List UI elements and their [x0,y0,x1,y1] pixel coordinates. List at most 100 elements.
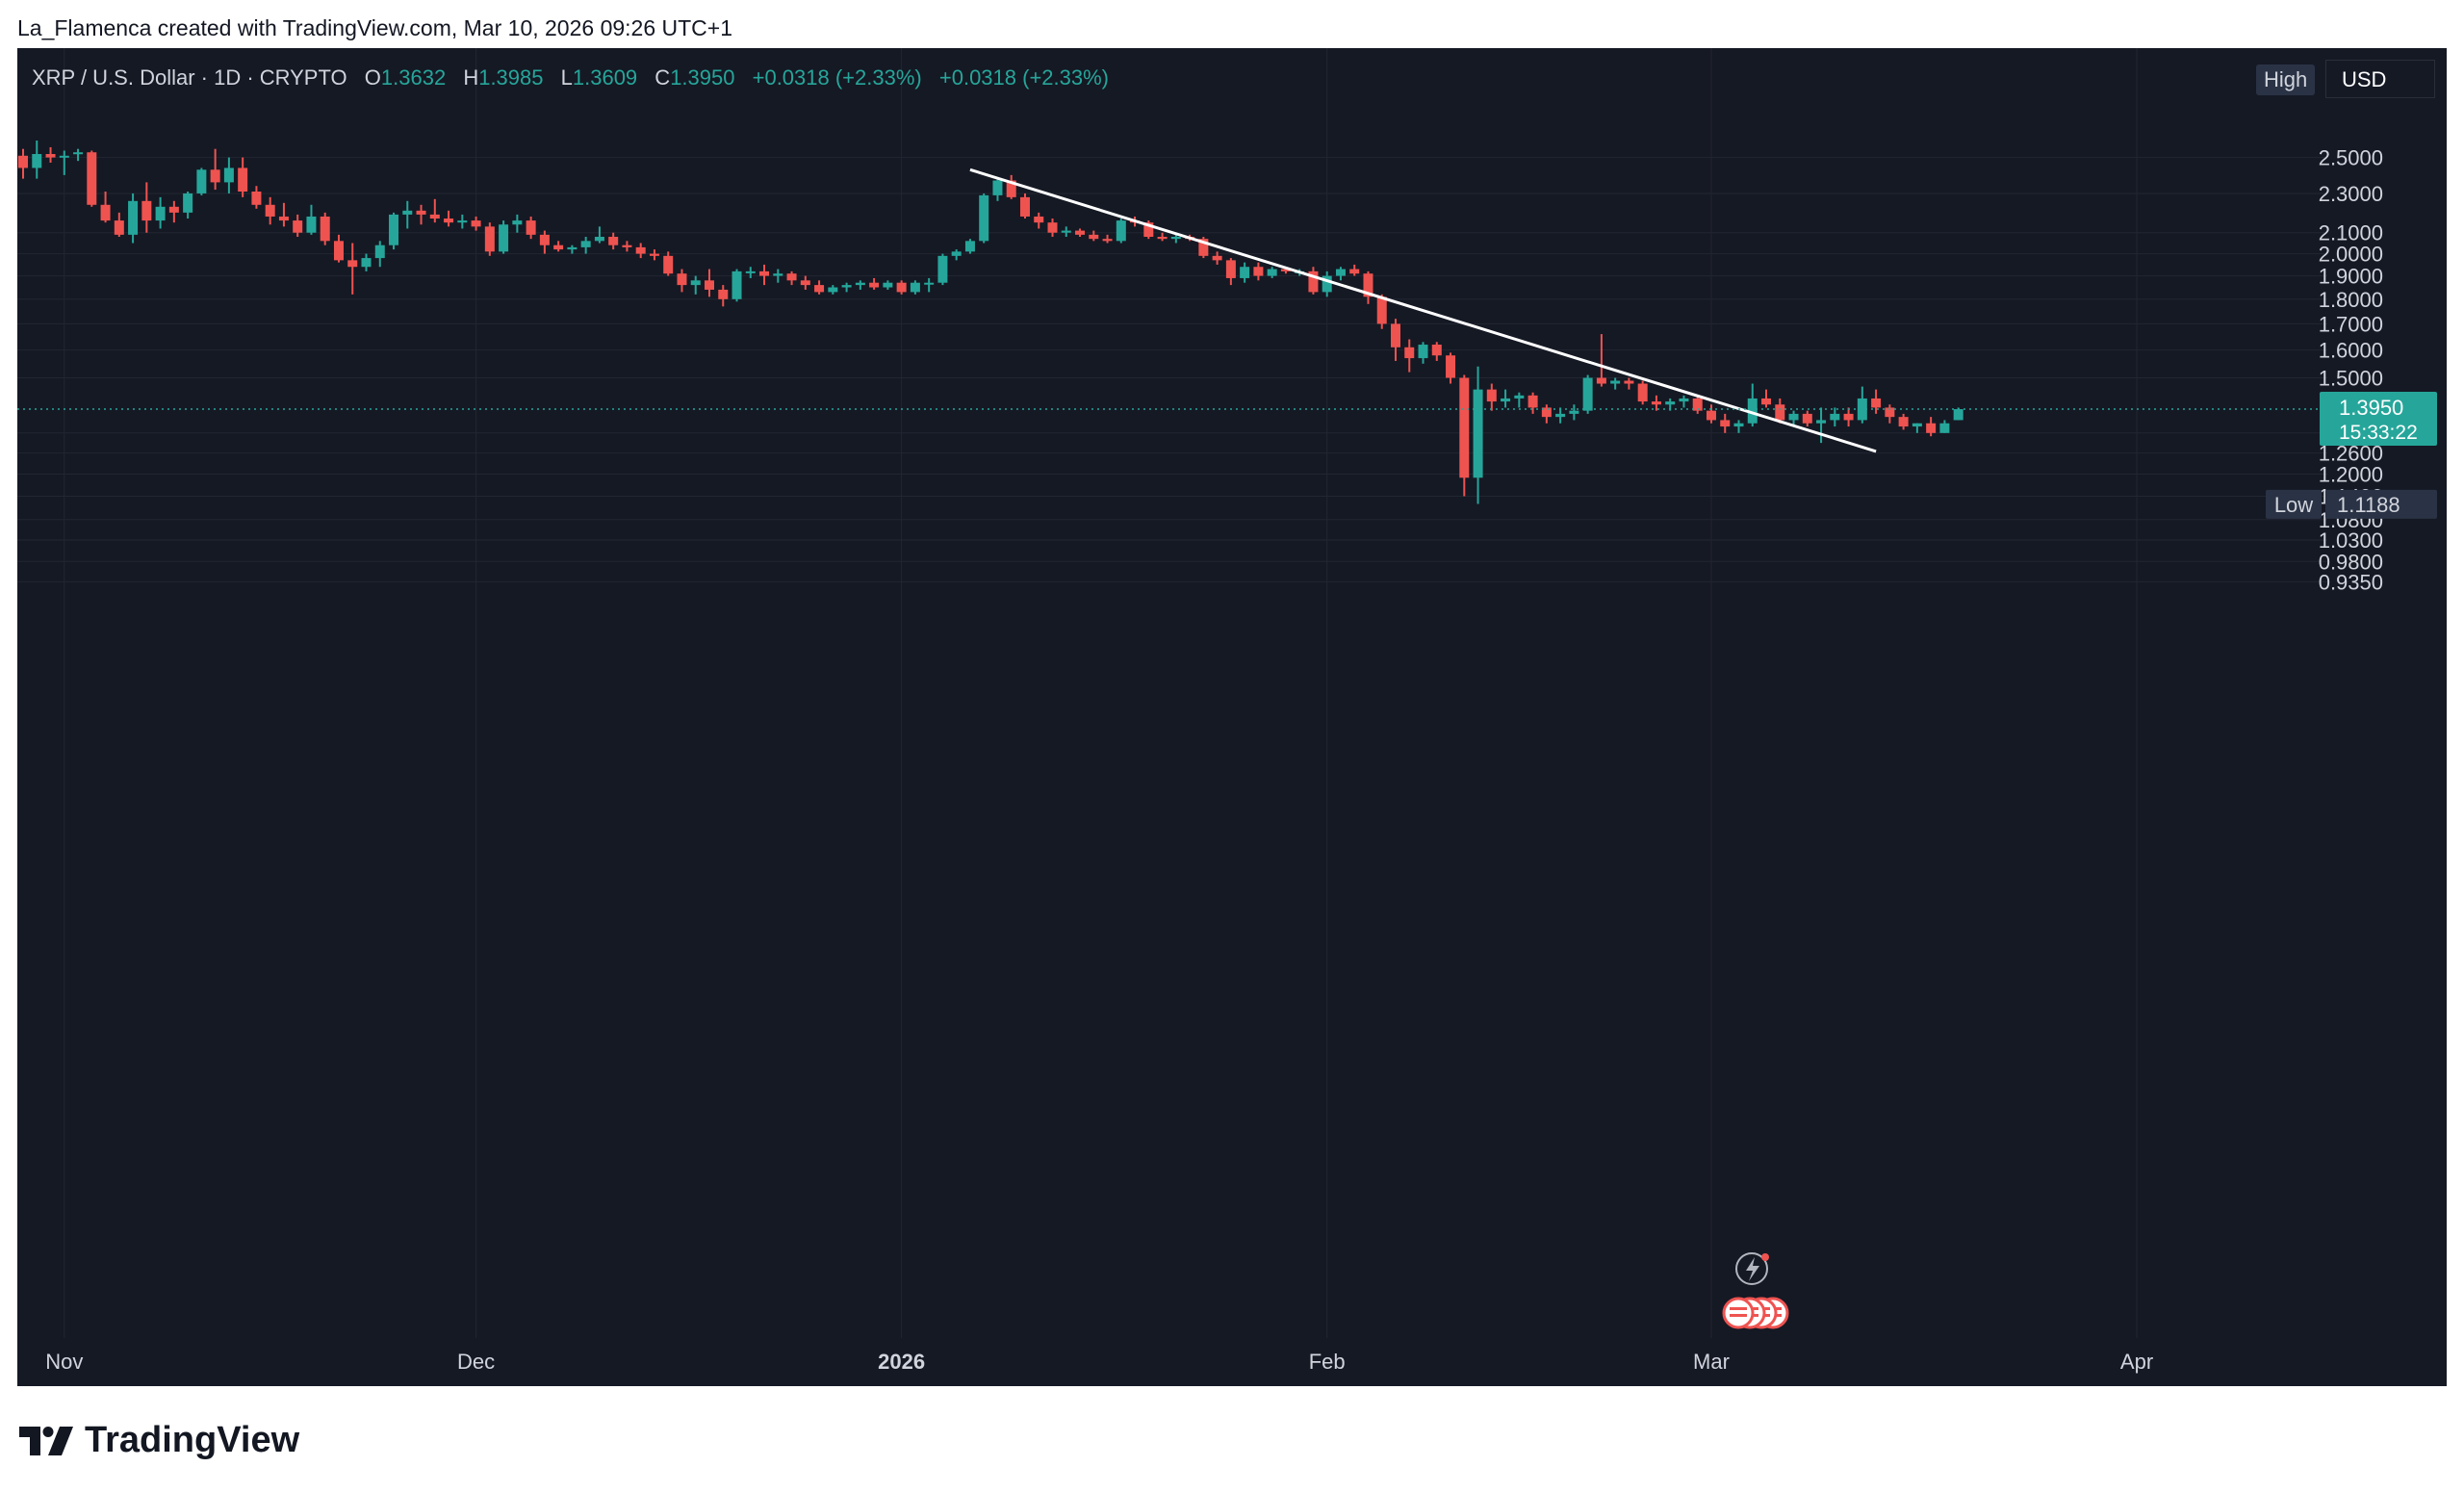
tradingview-logo[interactable]: TradingView [19,1420,299,1461]
candle [1555,407,1566,424]
candle-body [924,282,935,285]
candle [828,285,838,295]
candle [251,186,262,209]
low-label: Low [2274,493,2313,517]
y-tick-label: 0.9350 [2319,570,2383,594]
candle [1431,342,1442,361]
candle [910,280,920,295]
candle-body [1486,389,1497,402]
candle-body [786,273,797,281]
candle-body [1706,410,1716,421]
candle-body [251,191,262,205]
currency-button[interactable]: USD [2325,60,2435,98]
candle-body [910,282,920,293]
lightning-event-circle [1735,1252,1768,1285]
candle [705,269,714,297]
candle [979,193,989,244]
candle [553,241,564,252]
open-label: O [364,65,381,90]
candle-body [87,152,97,205]
candle [1706,404,1716,424]
candle-body [1514,395,1525,399]
candle [1898,413,1909,430]
candle-body [1418,345,1428,359]
y-tick-label: 1.9000 [2319,265,2383,289]
candle-body [444,219,454,223]
candle-body [374,245,385,259]
candle [1240,262,1250,283]
candle-body [306,216,317,233]
candle-body [429,214,440,219]
candle [361,253,372,271]
candle [745,267,756,278]
candle-body [1143,222,1154,238]
candle [896,280,907,295]
candle-body [1637,383,1648,402]
candle-body [183,193,193,213]
candle-body [1624,380,1634,384]
candle-body [1446,355,1456,378]
candle-body [690,280,701,286]
candle-body [1679,398,1689,402]
candle [718,285,729,307]
candle [580,237,591,254]
x-tick-label: Apr [2120,1350,2153,1374]
candle [1871,389,1882,414]
candle-body [128,200,139,235]
candle-body [1212,255,1222,261]
y-tick-label: 2.5000 [2319,146,2383,170]
candle-body [1761,398,1772,405]
candle [1335,267,1346,281]
candle [333,234,344,263]
candle-body [1047,222,1058,233]
candle-body [841,285,852,288]
last-price-badge [2320,392,2437,447]
candle [1775,398,1785,424]
candle-body [1170,237,1181,240]
symbol-label: XRP / U.S. Dollar · 1D · CRYPTO [32,65,347,90]
candle [1912,423,1922,433]
candle-body [1198,239,1209,256]
candle-body [951,251,962,256]
candle [265,196,275,225]
candle-body [1665,401,1676,405]
low-value: 1.3609 [572,65,638,90]
candle [1322,270,1332,297]
candle [457,214,468,229]
candle-body [155,206,166,221]
candle-body [1102,239,1113,242]
candle [18,148,28,179]
candle-body [1322,275,1332,293]
last-price-value: 1.3950 [2339,396,2403,420]
candlestick-chart[interactable]: 2.5000 2.3000 2.10002.00001.90001.80001.70… [17,48,2447,1386]
candle-body [114,220,124,235]
candle-body [635,246,646,254]
candle-body [992,180,1003,195]
candle [512,214,523,233]
event-dot [1761,1253,1769,1261]
candle-body [1816,420,1827,424]
candle-body [1267,269,1277,276]
chart-frame[interactable]: 2.5000 2.3000 2.1000 2.0000 1.9000 1.8000 1.70… [17,48,2447,1386]
candle [1816,407,1827,444]
candle-body [1034,216,1044,223]
candle [992,178,1003,201]
candle [1679,395,1689,408]
candle-body [1240,267,1250,278]
candle-body [1830,413,1840,421]
candle-body [1363,273,1373,297]
candle-body [223,167,234,183]
x-tick-label: Feb [1309,1350,1346,1374]
candle-body [471,220,481,227]
candle-body [512,220,523,225]
y-tick-label: 0.9800 [2319,550,2383,574]
candle-body [1075,230,1086,235]
candle-body [457,220,468,223]
candle-body [484,226,495,252]
candle-body [896,282,907,293]
high-label: H [463,65,479,90]
candle-body [416,210,426,215]
candle-body [1391,323,1400,348]
candle [773,269,783,283]
low-badge [2266,489,2322,519]
